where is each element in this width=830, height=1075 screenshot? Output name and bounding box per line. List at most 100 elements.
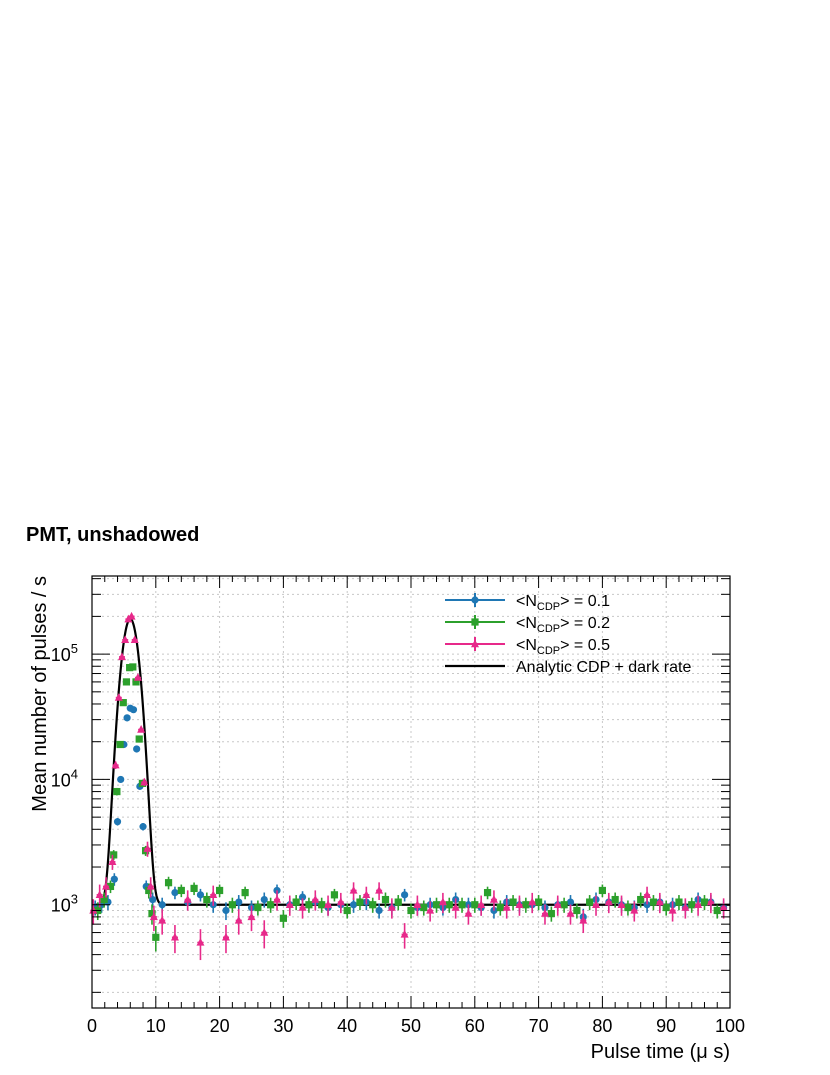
data-point [117,775,125,784]
data-point [688,901,696,909]
axis-ticks: 0 10 20 30 40 50 60 70 80 90 100 103 104 105 [51,576,745,1036]
data-point [617,900,626,908]
data-point [196,891,205,899]
data-point [668,905,677,914]
data-point [343,906,351,915]
data-point [643,901,651,909]
data-point [566,898,575,906]
data-point [247,912,256,921]
data-point [413,900,422,908]
data-point [630,905,639,914]
data-point [209,890,218,899]
x-tick-label: 30 [273,1016,293,1036]
data-point [183,895,192,903]
data-point [643,890,652,899]
data-point [196,937,205,946]
data-point [349,901,358,909]
x-tick-label: 60 [465,1016,485,1036]
data-point [706,897,715,906]
data-point [426,905,435,914]
data-point [110,875,118,883]
data-point [170,932,179,941]
data-point [502,903,511,911]
data-point [330,891,339,899]
data-point [116,740,124,749]
data-point [273,895,282,903]
legend-label-model: Analytic CDP + dark rate [516,659,691,676]
data-point [432,901,441,909]
data-point [598,886,606,895]
data-point [694,900,703,908]
data-point [719,903,728,911]
data-point [489,895,498,903]
data-point [241,889,249,897]
data-point [95,890,104,899]
data-point [464,909,473,917]
data-point [356,898,364,906]
legend-label: <NCDP> = 0.5 [516,637,610,657]
data-point [140,777,149,786]
data-point [164,879,173,887]
data-point [121,635,130,644]
data-point [152,933,160,941]
data-point [119,699,127,707]
data-point [106,882,115,891]
data-point [700,898,709,906]
x-tick-label: 100 [715,1016,745,1036]
data-point [553,900,562,908]
data-point [624,903,632,912]
data-point [362,890,371,899]
x-tick-label: 40 [337,1016,357,1036]
x-tick-label: 90 [656,1016,676,1036]
legend: <NCDP> = 0.1<NCDP> = 0.2<NCDP> = 0.5 Anal… [445,593,691,676]
data-point [394,898,402,906]
data-point [540,909,549,917]
data-point [604,897,613,906]
data-point [592,900,601,908]
data-point [158,915,167,924]
data-point [713,906,721,915]
data-point [311,895,320,903]
data-point [146,881,155,890]
y-tick-label: 105 [51,641,78,665]
data-point [336,897,345,906]
data-point [649,898,658,906]
data-point [203,895,211,904]
data-point [113,787,121,796]
data-point [528,897,537,906]
data-point [318,901,326,909]
data-point [292,898,300,906]
data-point [135,735,143,743]
data-point [279,914,287,922]
x-tick-label: 70 [529,1016,549,1036]
data-point [324,900,333,908]
legend-label: <NCDP> = 0.2 [516,615,610,635]
x-tick-label: 10 [146,1016,166,1036]
data-point [298,893,307,901]
data-point [298,903,307,911]
data-point [267,901,275,909]
data-point [127,611,136,620]
data-point [89,905,98,914]
data-point [438,897,447,906]
data-point [143,844,152,852]
data-point [148,909,156,918]
data-point [477,900,486,908]
y-axis-title: Mean number of pulses / s [29,576,51,812]
chart-title: PMT, unshadowed [26,524,200,546]
data-point [471,639,479,648]
data-point [149,912,158,921]
data-point [547,909,555,918]
data-point [133,673,142,681]
data-point [100,895,108,904]
data-point [611,895,619,904]
data-point [675,898,683,906]
data-point [681,903,690,911]
data-point [496,903,504,912]
data-point [407,906,415,915]
data-point [177,886,185,895]
data-point [108,857,117,866]
x-axis-title: Pulse time (μ s) [591,1041,730,1063]
data-point [655,897,664,906]
